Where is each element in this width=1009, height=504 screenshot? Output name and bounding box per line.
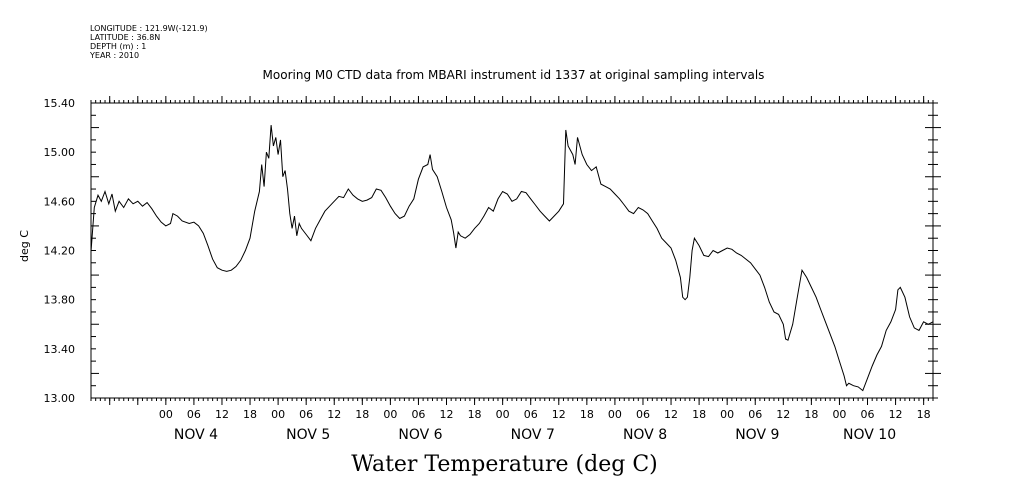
chart-title: Mooring M0 CTD data from MBARI instrumen… xyxy=(262,68,765,82)
x-tick-label: 18 xyxy=(804,408,818,421)
y-tick-label: 13.40 xyxy=(44,343,76,356)
y-tick-label: 15.40 xyxy=(44,97,76,110)
x-axis-label: Water Temperature (deg C) xyxy=(351,452,658,477)
day-label: NOV 5 xyxy=(286,427,330,443)
x-tick-label: 12 xyxy=(552,408,566,421)
day-label: NOV 4 xyxy=(174,427,218,443)
x-tick-label: 12 xyxy=(215,408,229,421)
day-label: NOV 8 xyxy=(623,427,667,443)
x-tick-label: 18 xyxy=(468,408,482,421)
x-tick-label: 12 xyxy=(776,408,790,421)
x-tick-label: 12 xyxy=(889,408,903,421)
x-tick-label: 12 xyxy=(327,408,341,421)
x-tick-label: 00 xyxy=(383,408,397,421)
x-tick-label: 06 xyxy=(748,408,762,421)
y-tick-label: 13.80 xyxy=(44,294,76,307)
x-tick-label: 18 xyxy=(580,408,594,421)
x-tick-label: 00 xyxy=(271,408,285,421)
x-tick-label: 00 xyxy=(832,408,846,421)
day-label: NOV 7 xyxy=(511,427,555,443)
x-tick-label: 00 xyxy=(496,408,510,421)
plot-frame xyxy=(90,102,934,399)
day-label: NOV 9 xyxy=(735,427,779,443)
temperature-series-line xyxy=(90,125,934,392)
x-tick-label: 06 xyxy=(187,408,201,421)
depth-label: DEPTH (m) : 1 xyxy=(90,42,147,51)
x-tick-label: 18 xyxy=(917,408,931,421)
y-tick-label: 14.60 xyxy=(44,195,76,208)
y-tick-label: 13.00 xyxy=(44,392,76,405)
x-tick-label: 06 xyxy=(411,408,425,421)
x-tick-label: 00 xyxy=(720,408,734,421)
y-tick-label: 14.20 xyxy=(44,245,76,258)
x-tick-label: 12 xyxy=(664,408,678,421)
x-tick-label: 12 xyxy=(440,408,454,421)
x-tick-label: 06 xyxy=(636,408,650,421)
x-tick-label: 00 xyxy=(159,408,173,421)
x-tick-label: 18 xyxy=(243,408,257,421)
y-axis-label: deg C xyxy=(18,230,31,262)
x-tick-label: 18 xyxy=(692,408,706,421)
x-tick-label: 18 xyxy=(355,408,369,421)
latitude-label: LATITUDE : 36.8N xyxy=(90,33,161,42)
longitude-label: LONGITUDE : 121.9W(-121.9) xyxy=(90,24,208,33)
day-label: NOV 10 xyxy=(843,427,896,443)
year-label: YEAR : 2010 xyxy=(90,51,140,60)
day-label: NOV 6 xyxy=(398,427,442,443)
x-tick-label: 06 xyxy=(861,408,875,421)
x-tick-label: 06 xyxy=(299,408,313,421)
y-tick-label: 15.00 xyxy=(44,146,76,159)
x-tick-label: 06 xyxy=(524,408,538,421)
x-tick-label: 00 xyxy=(608,408,622,421)
